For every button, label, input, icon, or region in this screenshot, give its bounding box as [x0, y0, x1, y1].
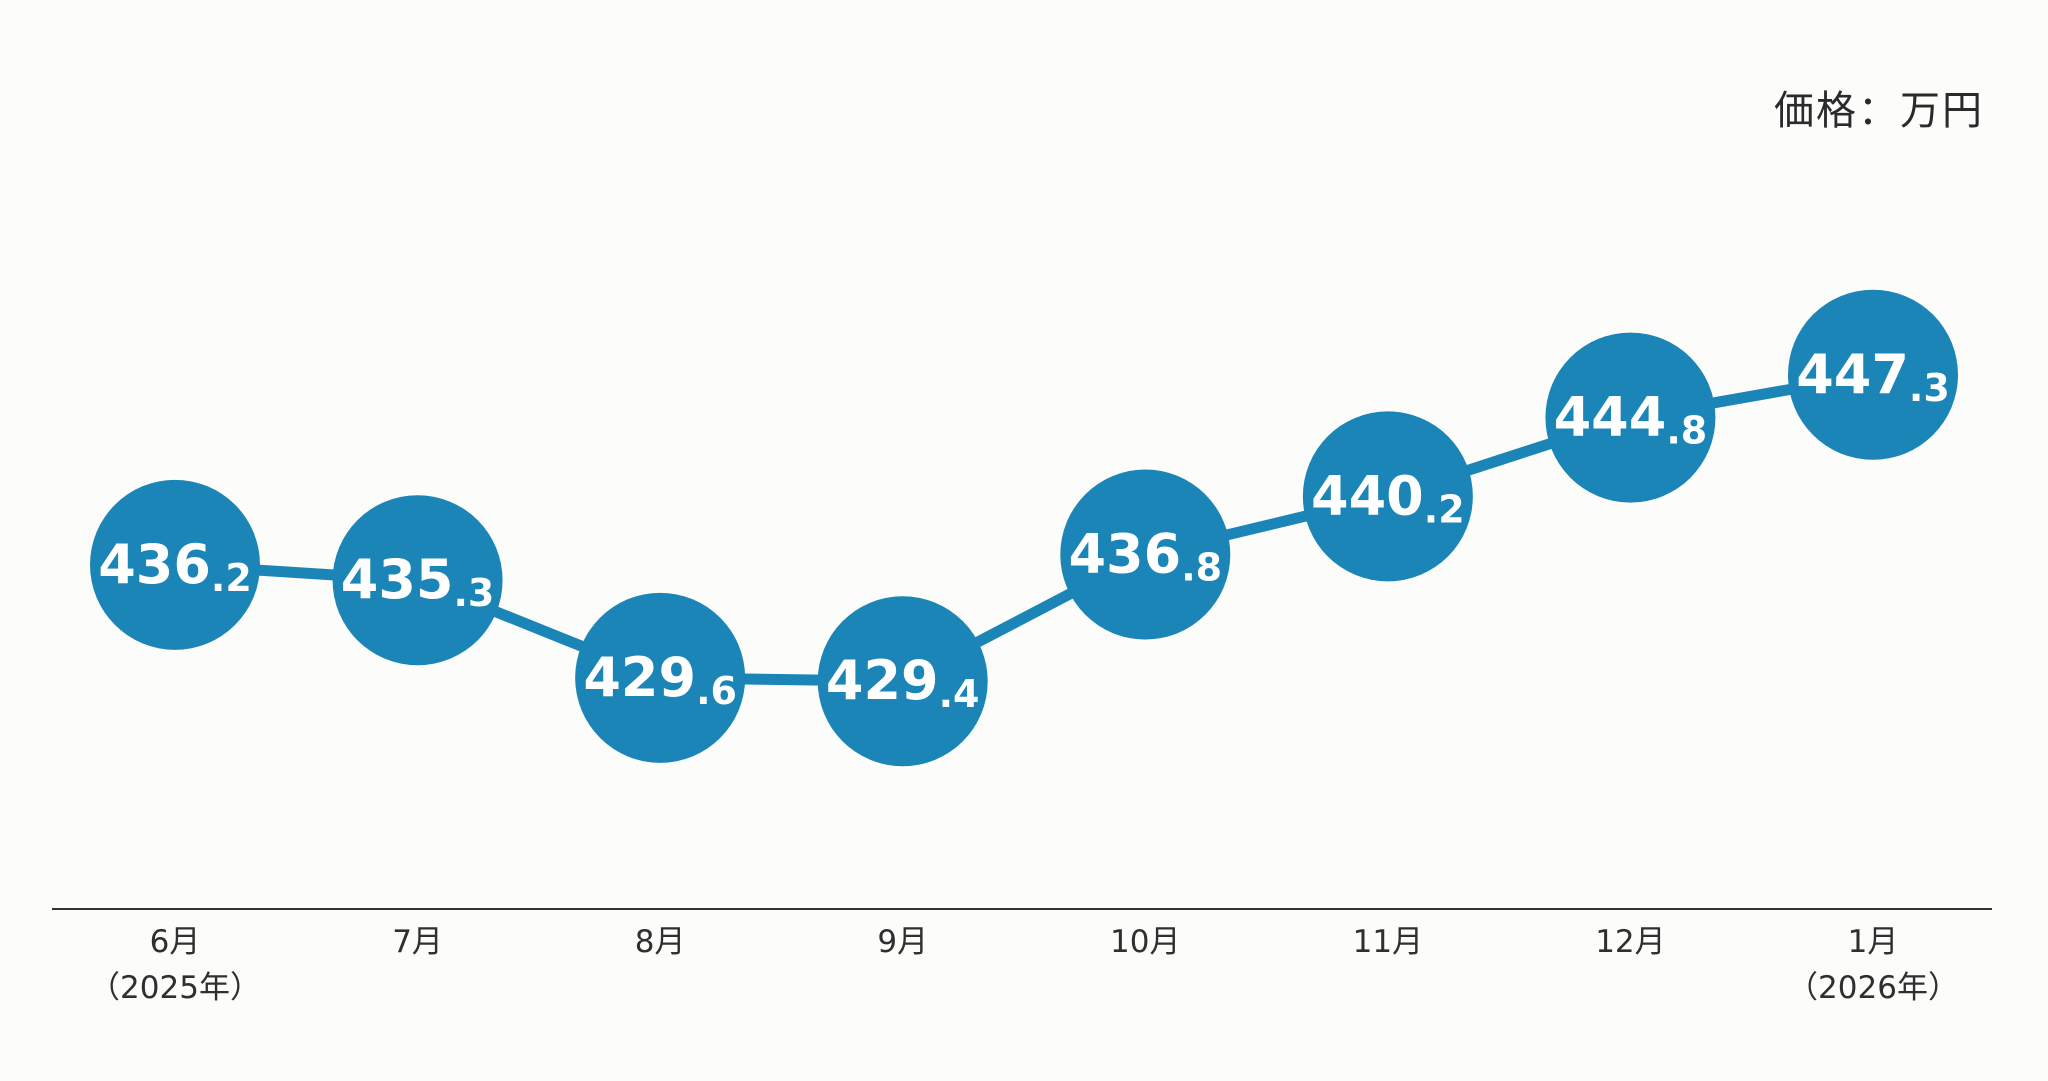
unit-label: 価格：万円 [1774, 88, 1984, 134]
data-label: 440.2 [1311, 464, 1465, 531]
x-tick-label: 12月 [1595, 924, 1665, 960]
x-tick-label: 8月 [635, 924, 686, 960]
data-point-marker [1060, 469, 1231, 640]
x-tick-label: 10月 [1110, 924, 1180, 960]
x-tick-label: 7月 [392, 924, 443, 960]
x-tick-labels: 6月（2025年） 7月 8月 9月 10月 11月 12月 1月（2026年） [89, 924, 1959, 1006]
data-point-marker [1545, 332, 1716, 503]
x-tick-label: 6月（2025年） [89, 924, 261, 1006]
data-label: 436.8 [1068, 523, 1222, 590]
data-label: 435.3 [341, 548, 495, 615]
data-label: 436.2 [98, 533, 252, 600]
data-point-marker [575, 592, 746, 763]
data-label: 444.8 [1554, 386, 1708, 453]
x-tick-label: 11月 [1353, 924, 1423, 960]
data-point-marker [817, 596, 988, 767]
x-tick-label: 1月（2026年） [1787, 924, 1959, 1006]
data-point-marker [332, 495, 503, 666]
data-point-marker [1788, 289, 1958, 460]
data-point-marker [1302, 411, 1473, 582]
data-label: 429.6 [583, 646, 737, 713]
data-label: 447.3 [1796, 343, 1950, 410]
x-tick-label: 9月 [877, 924, 928, 960]
data-label: 429.4 [826, 649, 980, 716]
data-point-marker [90, 479, 260, 650]
markers-group: 436.2 435.3 429.6 429.4 436.8 440.2 444.8 447.3 [90, 289, 1958, 767]
